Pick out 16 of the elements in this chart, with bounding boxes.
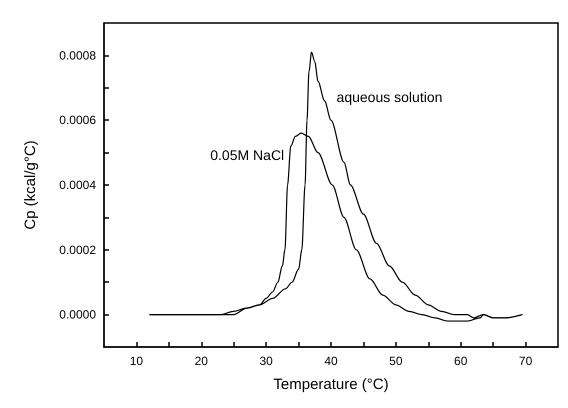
y-tick-label: 0.0000: [59, 308, 96, 322]
y-tick-label: 0.0004: [59, 178, 96, 192]
x-axis-title: Temperature (°C): [273, 376, 389, 393]
y-tick-label: 0.0002: [59, 242, 96, 257]
x-tick-label: 50: [389, 354, 403, 368]
series-label: aqueous solution: [336, 89, 442, 106]
y-tick-label: 0.0008: [59, 48, 96, 62]
x-tick-label: 40: [324, 354, 338, 368]
x-tick-label: 20: [194, 354, 208, 368]
x-tick-label: 30: [259, 354, 274, 368]
y-tick-label: 0.0006: [59, 113, 96, 128]
x-tick-label: 10: [130, 354, 144, 368]
y-axis-title: Cp (kcal/g°C): [22, 140, 39, 230]
x-tick-label: 70: [518, 354, 533, 368]
x-tick-label: 60: [454, 354, 468, 368]
series-label: 0.05M NaCl: [210, 147, 284, 164]
